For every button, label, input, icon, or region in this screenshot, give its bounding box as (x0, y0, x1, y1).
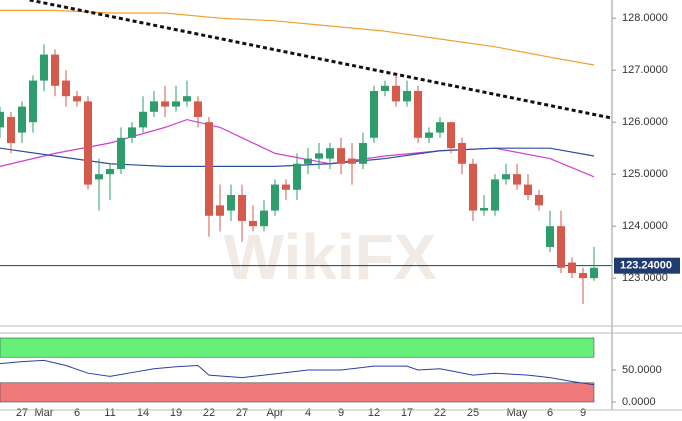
candle-body (62, 80, 70, 97)
candle-body (95, 174, 103, 180)
candle-body (260, 210, 268, 227)
candle-body (227, 194, 235, 211)
x-tick-label: 6 (74, 407, 80, 419)
x-tick-label: 17 (401, 407, 413, 419)
candle-body (491, 179, 499, 211)
candle-body (238, 194, 246, 221)
candle-body (183, 96, 191, 102)
indicator-pane (0, 337, 595, 403)
candle-body (480, 207, 488, 211)
x-tick-label: Apr (266, 407, 283, 419)
y-tick-label: 128.0000 (622, 12, 668, 24)
candle-body (425, 132, 433, 138)
candle-body (73, 96, 81, 102)
x-tick-label: Mar (35, 407, 54, 419)
x-tick-label: 19 (170, 407, 182, 419)
main-pane: WikiFX (0, 0, 612, 305)
indicator-band (0, 337, 595, 358)
x-tick-label: 9 (580, 407, 586, 419)
candle-body (447, 122, 455, 149)
x-tick-label: 6 (547, 407, 553, 419)
candle-body (546, 226, 554, 247)
candle-body (0, 111, 4, 128)
candle-body (403, 90, 411, 102)
candle-body (513, 174, 521, 185)
candle-body (348, 158, 356, 164)
candle-body (557, 226, 565, 268)
candle-body (128, 127, 136, 138)
x-tick-label: 22 (434, 407, 446, 419)
y-tick-label: 126.0000 (622, 116, 668, 128)
candle-body (194, 101, 202, 117)
candle-body (524, 184, 532, 195)
candle-body (282, 184, 290, 190)
candle-body (29, 80, 37, 123)
candle-body (249, 220, 257, 227)
candle-body (436, 122, 444, 133)
candle-body (150, 101, 158, 112)
x-tick-label: 25 (467, 407, 479, 419)
last-price-box (614, 257, 680, 274)
y-tick-label: 0.0000 (622, 396, 656, 408)
candle-body (458, 142, 466, 164)
candle-body (469, 163, 477, 211)
candle-body (293, 163, 301, 190)
candle-body (271, 184, 279, 211)
candle-body (40, 54, 48, 81)
y-tick-label: 125.0000 (622, 168, 668, 180)
candle-body (535, 194, 543, 206)
candle-body (381, 85, 389, 91)
candle-body (216, 205, 224, 216)
candle-body (359, 142, 367, 164)
candle-body (326, 148, 334, 159)
y-tick-label: 50.0000 (622, 364, 662, 376)
candle-body (139, 111, 147, 128)
x-tick-label: 27 (16, 407, 28, 419)
candle-body (414, 90, 422, 138)
y-tick-label: 127.0000 (622, 64, 668, 76)
candle-body (304, 158, 312, 164)
trend-line (29, 0, 612, 120)
candle-body (117, 137, 125, 169)
candle-body (84, 101, 92, 185)
candle-body (172, 101, 180, 107)
candle-body (568, 262, 576, 273)
x-tick-label: 12 (368, 407, 380, 419)
candle-body (392, 85, 400, 102)
y-tick-label: 123.0000 (622, 272, 668, 284)
moving-average (0, 9, 595, 66)
candle-body (502, 174, 510, 180)
x-tick-label: 9 (338, 407, 344, 419)
x-tick-label: 22 (203, 407, 215, 419)
x-tick-label: 4 (305, 407, 311, 419)
candle-body (315, 153, 323, 159)
x-tick-label: 11 (104, 407, 115, 419)
candle-body (106, 168, 114, 175)
candle-body (18, 106, 26, 133)
last-price-label: 123.24000 (620, 260, 672, 272)
indicator-line (0, 359, 595, 386)
candle-body (7, 116, 15, 143)
candle-body (205, 122, 213, 216)
moving-average (0, 147, 595, 167)
indicator-band (0, 382, 595, 403)
candle-body (590, 267, 598, 279)
candle-body (579, 272, 587, 279)
candle-body (51, 54, 59, 86)
y-tick-label: 124.0000 (622, 220, 668, 232)
x-tick-label: 14 (137, 407, 149, 419)
candle-body (370, 90, 378, 138)
candle-body (337, 148, 345, 164)
x-tick-label: 27 (236, 407, 248, 419)
watermark: WikiFX (224, 221, 437, 293)
x-tick-label: May (507, 407, 528, 419)
candle-body (161, 101, 169, 107)
